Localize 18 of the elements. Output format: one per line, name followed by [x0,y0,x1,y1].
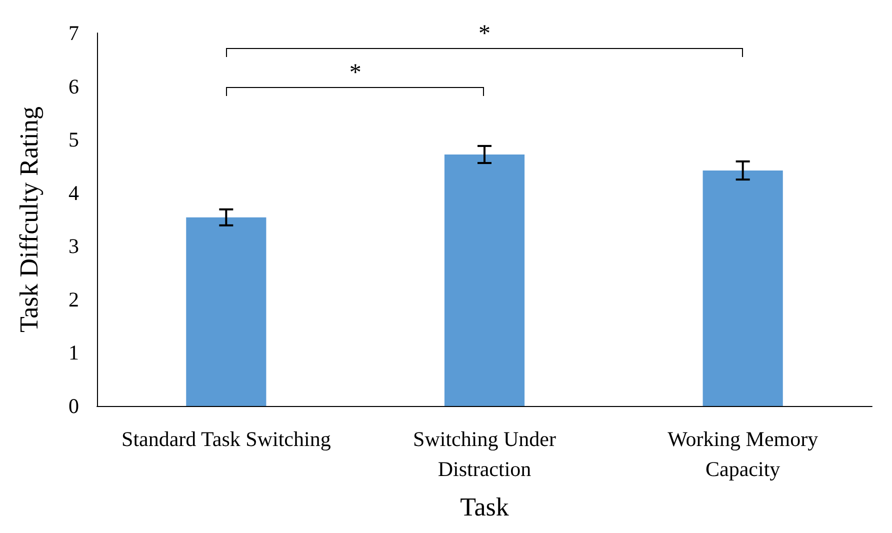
x-tick-label: Standard Task Switching [122,427,332,451]
y-tick-label: 6 [68,74,79,98]
y-tick-label: 1 [68,340,79,365]
annotation: * [348,60,362,86]
y-tick-label: 3 [68,234,79,258]
bar [186,217,266,406]
bar [702,170,783,406]
bar [444,154,525,406]
x-tick-label: Working Memory Capacity [668,427,819,481]
x-tick-label: Switching Under Distraction [413,427,556,481]
y-tick-label: 4 [68,180,80,205]
y-tick-label: 2 [68,287,79,312]
y-tick-label: 5 [68,128,79,152]
y-tick-label: 7 [68,21,79,45]
x-axis-title: Task [460,492,509,522]
annotation: * [478,20,492,47]
y-tick-label: 0 [68,394,79,418]
y-axis-title: Task Diffculty Rating [14,106,44,332]
